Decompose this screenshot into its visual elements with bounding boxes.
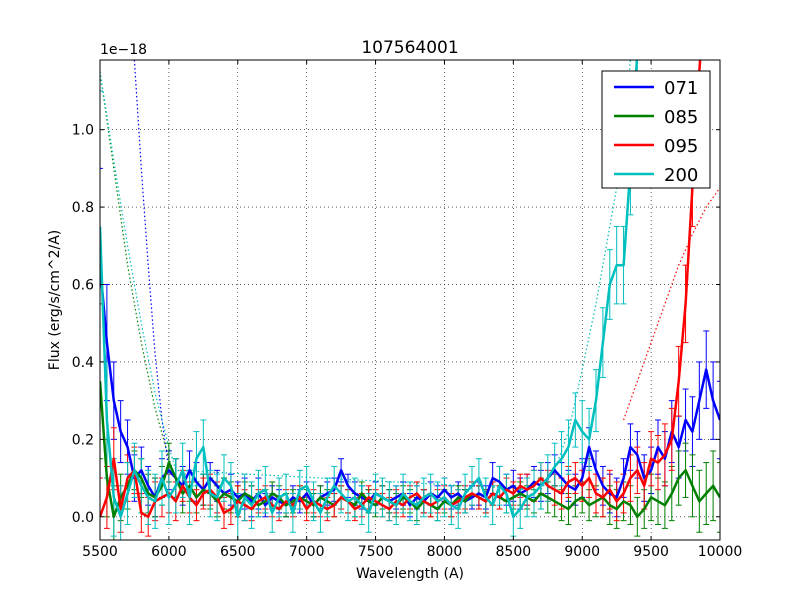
y-tick-label: 0.0 [72,510,94,526]
legend: 071 085 095 200 [601,70,711,189]
x-tick-label: 6500 [220,544,256,560]
legend-box [601,70,711,189]
x-tick-label: 8000 [427,544,463,560]
legend-label-095: 095 [664,136,698,157]
x-tick-label: 9000 [564,544,600,560]
x-tick-label: 7500 [358,544,394,560]
y-axis-label: Flux (erg/s/cm^2/A) [47,230,63,370]
y-offset-label: 1e−18 [100,42,147,58]
plot-frame [99,59,721,541]
series-line-200 [100,60,639,519]
x-tick-label: 5500 [82,544,118,560]
x-tick-label: 9500 [633,544,669,560]
legend-label-200: 200 [664,165,698,186]
legend-label-085: 085 [664,107,698,128]
ticks: 5500 6000 6500 7000 7500 8000 8500 9000 9500 1000… [72,60,743,560]
y-tick-label: 0.8 [72,200,94,216]
series-line-095 [100,60,702,519]
legend-label-071: 071 [664,78,698,99]
chart-title: 107564001 [361,38,458,58]
x-axis-label: Wavelength (A) [356,566,464,582]
x-tick-label: 7000 [289,544,325,560]
x-tick-label: 8500 [496,544,532,560]
y-tick-label: 0.6 [72,278,94,294]
x-tick-label: 6000 [151,544,187,560]
x-tick-label: 10000 [698,544,743,560]
y-tick-label: 0.2 [72,432,94,448]
series-layer [100,60,720,540]
y-tick-label: 1.0 [72,123,94,139]
y-tick-label: 0.4 [72,355,94,371]
